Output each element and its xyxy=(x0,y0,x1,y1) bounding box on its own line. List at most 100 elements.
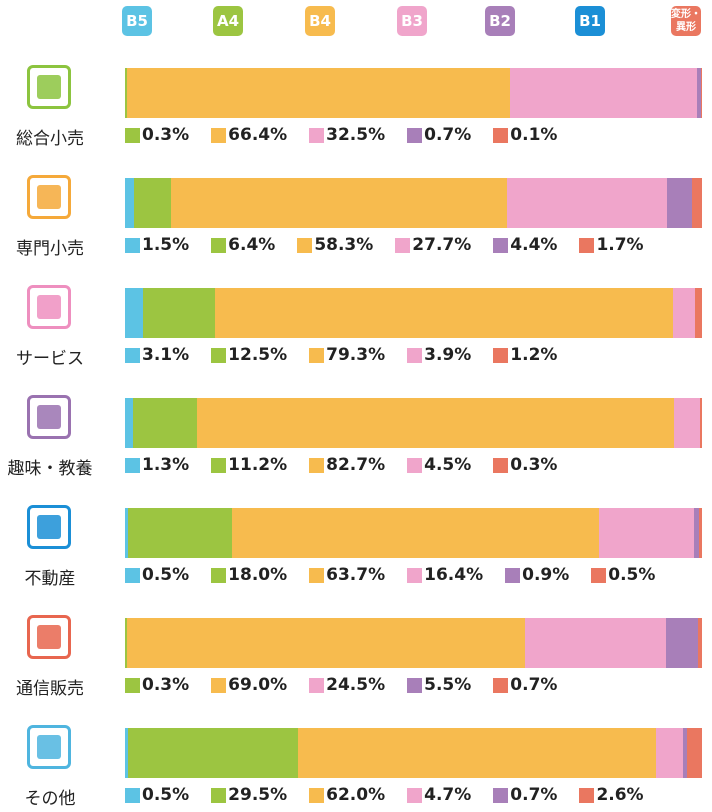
bar-segment xyxy=(674,398,701,448)
value-label-item: 63.7% xyxy=(309,565,385,585)
bar-segment xyxy=(231,508,600,558)
value-label-item: 1.2% xyxy=(493,345,557,365)
label-swatch xyxy=(125,457,140,473)
value-label-item: 11.2% xyxy=(211,455,287,475)
value-label-item: 0.9% xyxy=(505,565,569,585)
bar-segment xyxy=(127,728,299,778)
value-labels: 0.5% 29.5% 62.0% 4.7% 0.7% 2.6% xyxy=(125,785,644,805)
label-swatch xyxy=(125,567,140,583)
label-swatch xyxy=(211,347,227,363)
value-label-item: 27.7% xyxy=(395,235,471,255)
label-swatch xyxy=(407,677,423,693)
value-label: 0.7% xyxy=(510,785,558,805)
value-label-item: 0.3% xyxy=(125,675,189,695)
bar-segment xyxy=(298,728,656,778)
label-swatch xyxy=(125,127,140,143)
value-label-item: 4.5% xyxy=(407,455,471,475)
category-label: サービス xyxy=(16,349,84,369)
value-label: 0.5% xyxy=(142,785,190,805)
label-swatch xyxy=(211,567,227,583)
bar-segment xyxy=(699,508,702,558)
value-label-item: 82.7% xyxy=(309,455,385,475)
bar-segment xyxy=(666,618,698,668)
value-labels: 3.1% 12.5% 79.3% 3.9% 1.2% xyxy=(125,345,557,365)
category-icon xyxy=(27,175,71,219)
value-label-item: 62.0% xyxy=(309,785,385,805)
label-swatch xyxy=(211,127,227,143)
value-label: 0.5% xyxy=(142,565,190,585)
value-label: 12.5% xyxy=(228,345,288,365)
legend-badge: B1 xyxy=(575,6,605,36)
label-swatch xyxy=(125,347,140,363)
value-label: 18.0% xyxy=(228,565,288,585)
value-label-item: 3.1% xyxy=(125,345,189,365)
category-icon xyxy=(27,615,71,659)
label-swatch xyxy=(407,567,423,583)
value-labels: 1.3% 11.2% 82.7% 4.5% 0.3% xyxy=(125,455,557,475)
value-label: 29.5% xyxy=(228,785,288,805)
bar-segment xyxy=(125,398,133,448)
bar-segment xyxy=(693,508,700,558)
value-label: 4.7% xyxy=(424,785,472,805)
category-label: 不動産 xyxy=(24,569,76,589)
bar-segment xyxy=(700,398,702,448)
label-swatch xyxy=(125,237,140,253)
value-label: 0.9% xyxy=(522,565,570,585)
legend-badge: B3 xyxy=(397,6,427,36)
label-swatch xyxy=(309,457,325,473)
bar-segment xyxy=(697,618,702,668)
value-label: 1.5% xyxy=(142,235,190,255)
label-swatch xyxy=(493,127,509,143)
value-labels: 0.3% 66.4% 32.5% 0.7% 0.1% xyxy=(125,125,557,145)
bar-segment xyxy=(697,68,702,118)
value-label: 62.0% xyxy=(326,785,386,805)
legend-badge: B5 xyxy=(122,6,152,36)
value-labels: 0.3% 69.0% 24.5% 5.5% 0.7% xyxy=(125,675,557,695)
value-label: 63.7% xyxy=(326,565,386,585)
value-label-item: 18.0% xyxy=(211,565,287,585)
value-label: 58.3% xyxy=(314,235,374,255)
value-label-item: 66.4% xyxy=(211,125,287,145)
bar-segment xyxy=(170,178,507,228)
category-icon xyxy=(27,395,71,439)
category-label: その他 xyxy=(24,789,76,809)
bar-segment xyxy=(125,728,128,778)
bar-segment xyxy=(599,508,694,558)
bar-segment xyxy=(506,178,667,228)
value-label: 32.5% xyxy=(326,125,386,145)
bar-segment xyxy=(142,288,215,338)
bar-segment xyxy=(655,728,683,778)
value-label: 66.4% xyxy=(228,125,288,145)
value-label-item: 4.7% xyxy=(407,785,471,805)
bar-segment xyxy=(133,178,171,228)
label-swatch xyxy=(125,677,140,693)
bar-segment xyxy=(125,508,128,558)
label-swatch xyxy=(297,237,313,253)
value-label: 79.3% xyxy=(326,345,386,365)
value-labels: 0.5% 18.0% 63.7% 16.4% 0.9% 0.5% xyxy=(125,565,655,585)
bar-segment xyxy=(701,68,702,118)
bar-segment xyxy=(132,398,198,448)
bar-segment xyxy=(215,288,673,338)
value-label-item: 16.4% xyxy=(407,565,483,585)
value-label-item: 12.5% xyxy=(211,345,287,365)
value-label-item: 0.5% xyxy=(125,785,189,805)
label-swatch xyxy=(211,457,227,473)
label-swatch xyxy=(493,457,509,473)
label-swatch xyxy=(309,347,325,363)
value-label: 0.7% xyxy=(424,125,472,145)
label-swatch xyxy=(407,127,423,143)
category-icon xyxy=(27,285,71,329)
value-label-item: 5.5% xyxy=(407,675,471,695)
label-swatch xyxy=(505,567,521,583)
value-label-item: 0.3% xyxy=(493,455,557,475)
value-label: 82.7% xyxy=(326,455,386,475)
bar-segment xyxy=(686,728,702,778)
value-label: 0.5% xyxy=(608,565,656,585)
bar-segment xyxy=(125,288,143,338)
label-swatch xyxy=(493,787,509,803)
value-label: 3.1% xyxy=(142,345,190,365)
label-swatch xyxy=(493,347,509,363)
value-label: 11.2% xyxy=(228,455,288,475)
label-swatch xyxy=(407,787,423,803)
